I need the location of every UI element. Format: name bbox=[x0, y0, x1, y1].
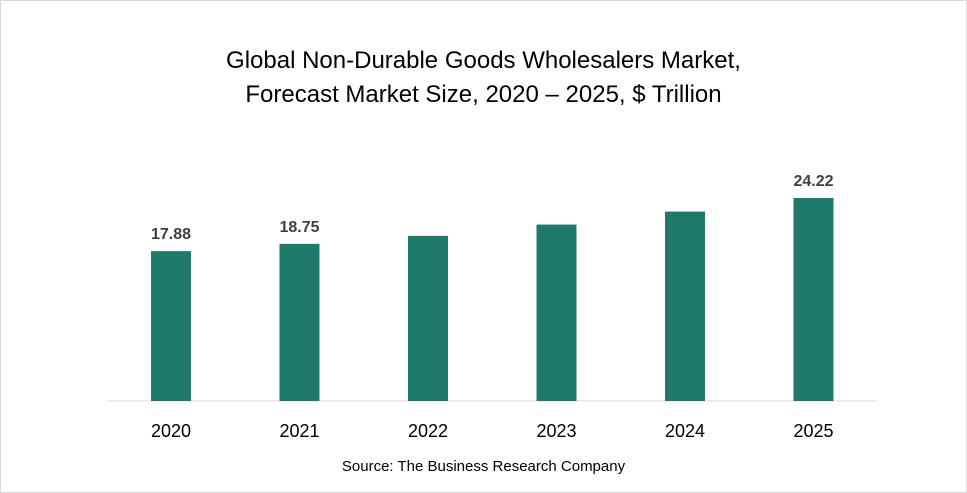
x-tick-label-2022: 2022 bbox=[408, 421, 448, 441]
chart-title: Global Non-Durable Goods Wholesalers Mar… bbox=[0, 44, 967, 112]
x-tick-label-2020: 2020 bbox=[151, 421, 191, 441]
bar-2020 bbox=[151, 251, 191, 401]
data-label-2020: 17.88 bbox=[151, 226, 191, 243]
source-note: Source: The Business Research Company bbox=[341, 458, 626, 475]
data-label-2025: 24.22 bbox=[793, 173, 833, 190]
data-label-2021: 18.75 bbox=[279, 219, 319, 236]
bar-2023 bbox=[536, 224, 577, 401]
bar-2022 bbox=[408, 235, 448, 401]
bar-2024 bbox=[665, 211, 705, 401]
chart-title-line-1: Global Non-Durable Goods Wholesalers Mar… bbox=[226, 47, 741, 74]
x-tick-label-2023: 2023 bbox=[536, 421, 576, 441]
chart-title-line-2: Forecast Market Size, 2020 – 2025, $ Tri… bbox=[245, 81, 722, 108]
x-tick-label-2024: 2024 bbox=[665, 421, 705, 441]
x-tick-label-2021: 2021 bbox=[279, 421, 319, 441]
x-tick-label-2025: 2025 bbox=[793, 421, 833, 441]
bar-2021 bbox=[279, 243, 320, 401]
bar-2025 bbox=[793, 198, 834, 401]
